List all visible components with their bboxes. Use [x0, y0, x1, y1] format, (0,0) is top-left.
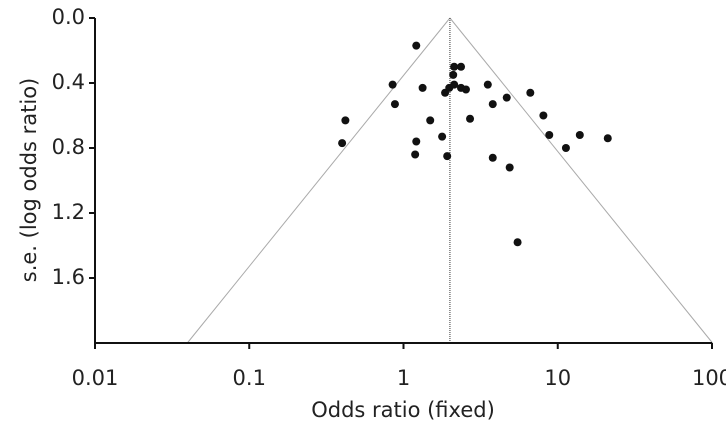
funnel-line [449, 17, 713, 344]
y-tick-label: 1.6 [52, 265, 85, 289]
study-point [450, 62, 459, 71]
x-tick-label: 100 [692, 366, 726, 390]
study-point [390, 100, 399, 109]
x-tick-label: 0.01 [72, 366, 119, 390]
y-tick-label: 0.4 [52, 70, 85, 94]
study-point [603, 134, 612, 143]
y-tick-label: 1.2 [52, 200, 85, 224]
funnel-line [186, 17, 451, 344]
study-point [488, 153, 497, 162]
study-point [426, 116, 435, 125]
study-point [418, 83, 427, 92]
x-tick-label: 1 [397, 366, 410, 390]
x-tick-label: 0.1 [233, 366, 266, 390]
study-point [450, 80, 459, 89]
study-point [483, 80, 492, 89]
x-tick-label: 10 [544, 366, 571, 390]
y-tick-label: 0.8 [52, 135, 85, 159]
study-point [443, 152, 452, 161]
study-point [502, 93, 511, 102]
study-point [438, 132, 447, 141]
study-point [545, 131, 554, 139]
study-point [412, 137, 421, 146]
y-axis-label: s.e. (log odds ratio) [17, 78, 41, 283]
study-point [457, 62, 466, 71]
study-point [488, 100, 497, 109]
study-point [513, 238, 522, 247]
study-point [411, 150, 420, 159]
study-point [412, 41, 421, 50]
study-point [466, 114, 475, 123]
study-point [526, 88, 535, 97]
study-point [461, 85, 470, 94]
study-point [341, 116, 350, 125]
study-point [561, 144, 570, 152]
x-axis-label: Odds ratio (fixed) [311, 398, 495, 422]
study-point [449, 70, 458, 79]
study-point [388, 80, 397, 89]
y-tick-label: 0.0 [52, 5, 85, 29]
study-point [539, 111, 548, 120]
study-point [505, 163, 514, 172]
study-point [338, 139, 347, 148]
study-point [575, 131, 584, 139]
